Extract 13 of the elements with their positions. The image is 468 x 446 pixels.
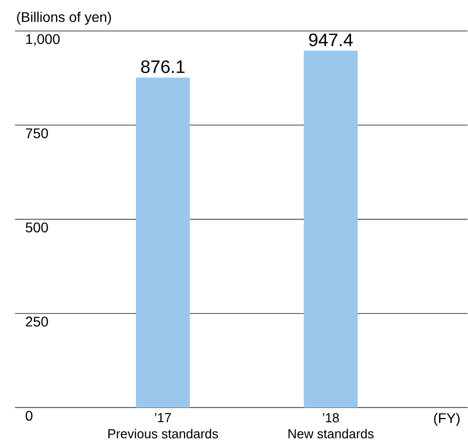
- y-tick-label: 750: [26, 128, 48, 138]
- y-tick-label: 250: [26, 316, 48, 327]
- x-tick-label: ’17: [155, 413, 171, 422]
- text: New standards: [288, 429, 374, 439]
- y-tick-label: 500: [26, 222, 48, 233]
- x-tick-label: ’18: [322, 413, 339, 423]
- data-label: 876.1: [141, 60, 185, 74]
- y-tick-label: 1,000: [26, 34, 60, 46]
- x-axis-title: (FY): [434, 413, 460, 426]
- data-label: 947.4: [309, 34, 353, 46]
- text: Previous standards: [108, 429, 218, 439]
- y-tick-label: 0: [26, 411, 32, 421]
- y-axis-title: (Billions of yen): [17, 12, 111, 25]
